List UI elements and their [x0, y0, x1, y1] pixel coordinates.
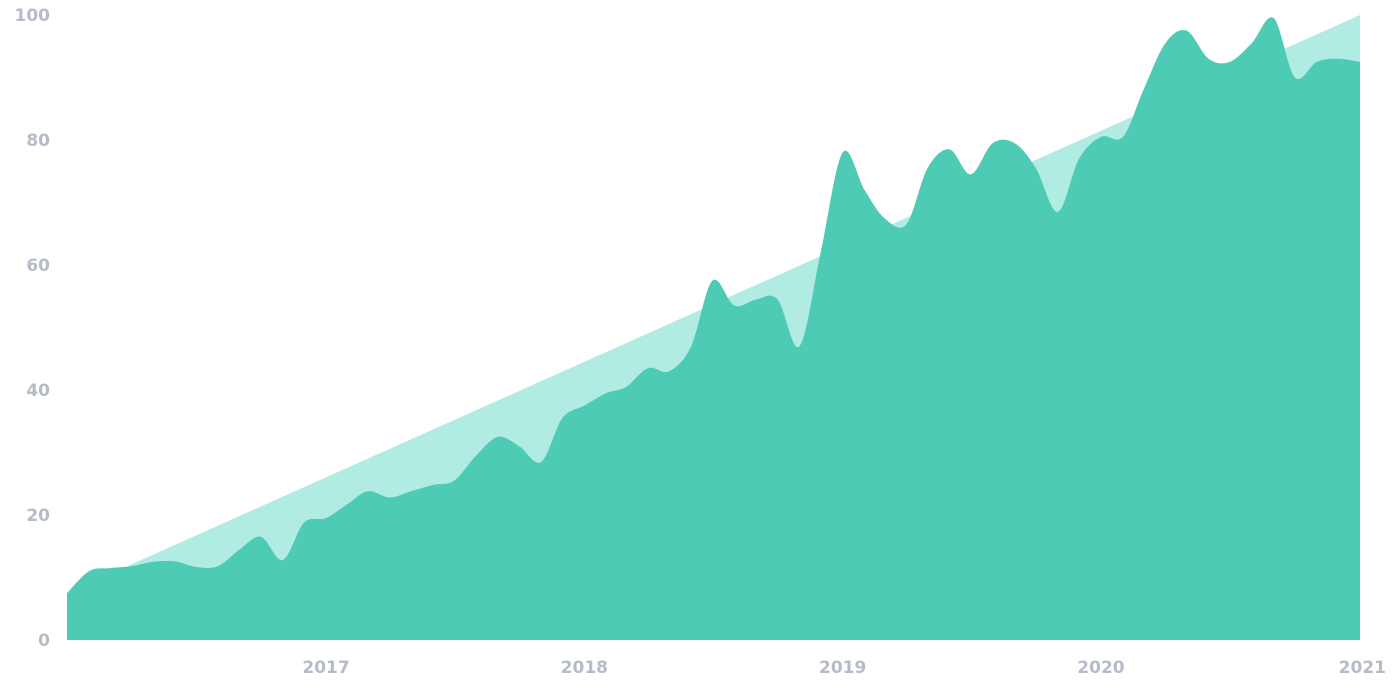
- y-tick-label: 100: [15, 6, 51, 26]
- x-tick-label: 2018: [561, 658, 608, 678]
- y-axis: 0 20 40 60 80 100: [15, 6, 51, 651]
- x-tick-label: 2020: [1077, 658, 1124, 678]
- y-tick-label: 80: [26, 131, 50, 151]
- y-tick-label: 20: [26, 506, 50, 526]
- x-tick-label: 2021: [1339, 658, 1386, 678]
- y-tick-label: 60: [26, 256, 50, 276]
- x-tick-label: 2017: [302, 658, 349, 678]
- x-tick-label: 2019: [819, 658, 866, 678]
- x-axis: 2017 2018 2019 2020 2021: [302, 658, 1386, 678]
- y-tick-label: 40: [26, 381, 50, 401]
- plot-area: [67, 15, 1360, 640]
- y-tick-label: 0: [38, 631, 50, 651]
- actual-area: [67, 17, 1360, 640]
